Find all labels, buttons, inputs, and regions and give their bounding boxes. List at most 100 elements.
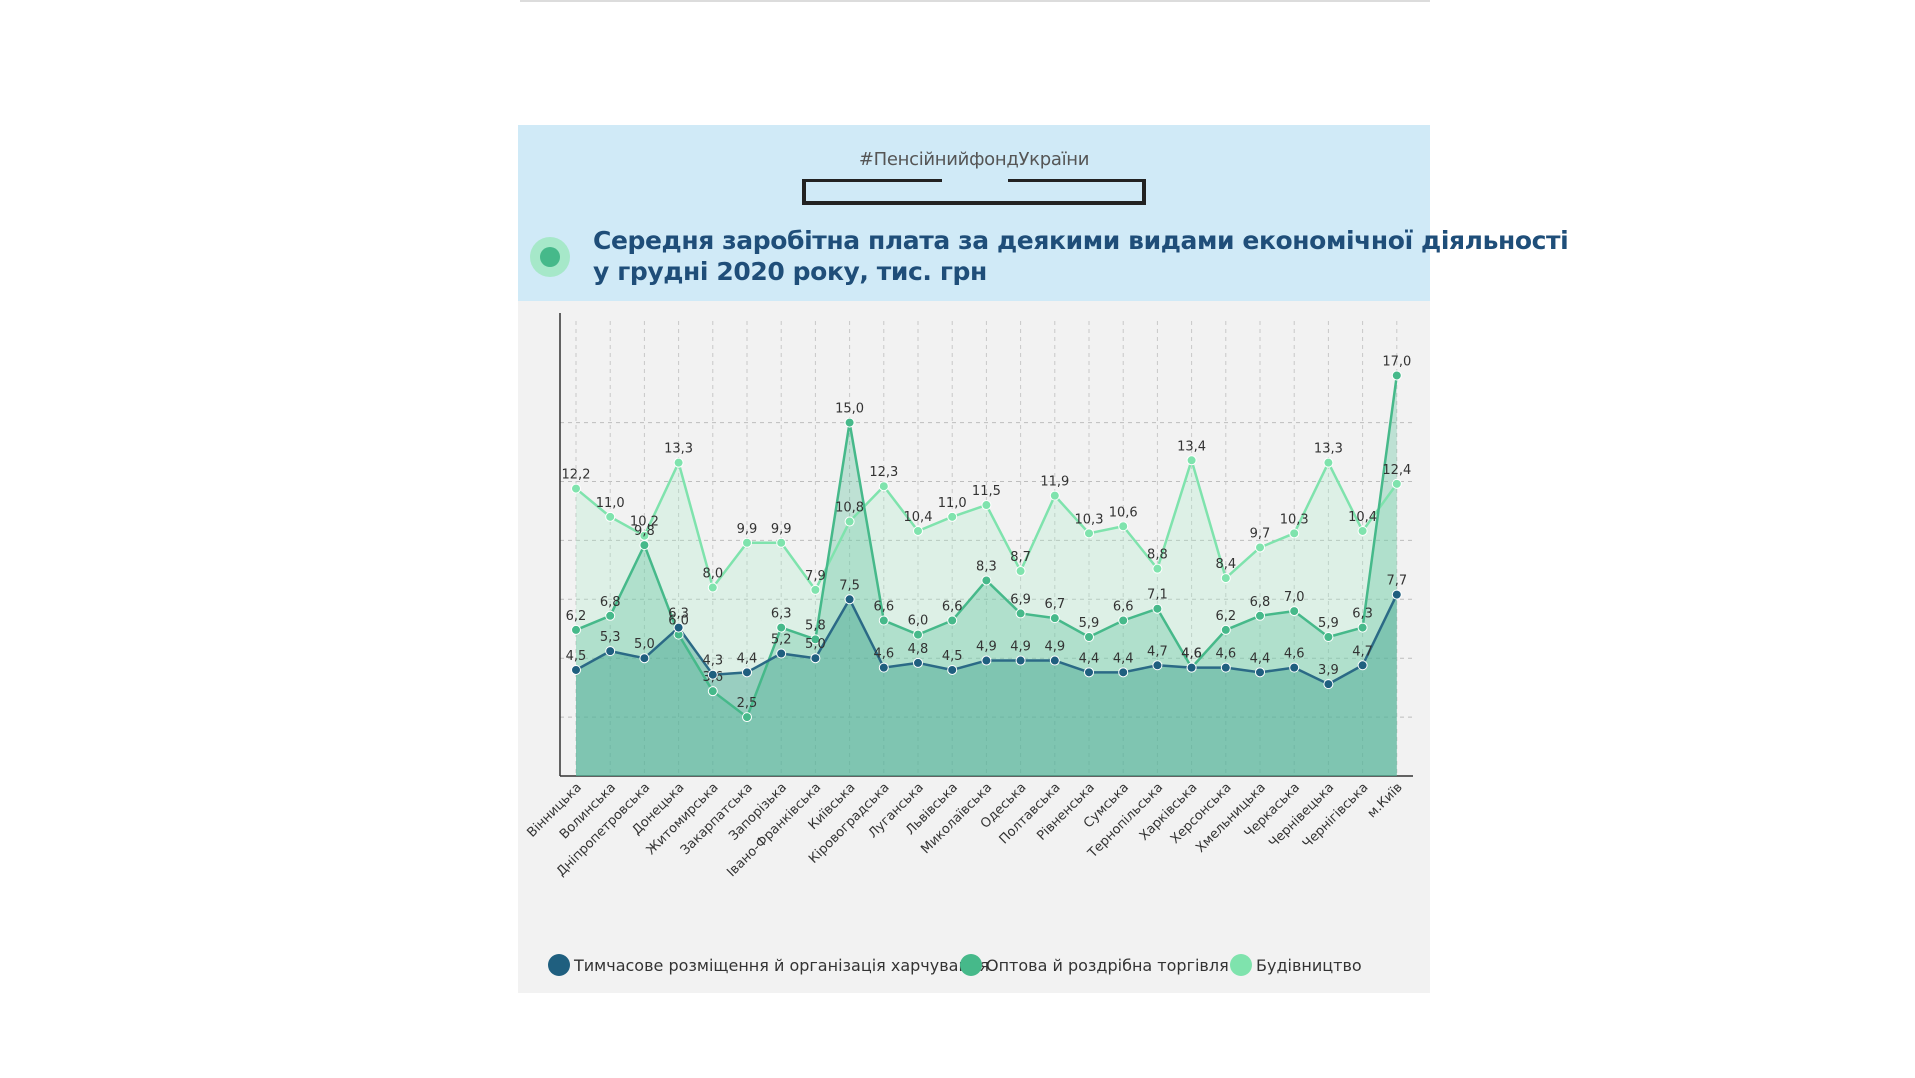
area-construction <box>576 460 1397 776</box>
point-construction-20 <box>1255 542 1265 553</box>
legend-label-construction: Будівництво <box>1256 955 1362 975</box>
top-divider <box>520 0 1430 2</box>
point-hospitality-23 <box>1357 660 1368 671</box>
data-label-construction-12: 11,5 <box>972 484 1001 499</box>
data-label-trade-3: 6,0 <box>668 614 689 629</box>
point-construction-19 <box>1220 573 1231 584</box>
data-label-construction-13: 8,7 <box>1010 550 1031 565</box>
data-label-trade-20: 6,8 <box>1250 595 1271 610</box>
data-label-hospitality-7: 5,0 <box>805 637 826 652</box>
point-trade-21 <box>1289 606 1300 617</box>
infographic-card: #ПенсійнийфондУкраїни Середня заробітна … <box>518 125 1569 993</box>
data-label-construction-23: 10,4 <box>1348 510 1377 525</box>
data-label-trade-2: 9,8 <box>634 524 655 539</box>
data-label-trade-23: 6,3 <box>1352 607 1373 622</box>
data-label-construction-18: 13,4 <box>1177 439 1206 454</box>
point-trade-14 <box>1049 613 1060 624</box>
point-hospitality-7 <box>810 653 821 664</box>
data-label-trade-24: 17,0 <box>1382 354 1411 369</box>
point-trade-16 <box>1118 615 1129 626</box>
area-hospitality <box>576 594 1397 776</box>
data-label-construction-5: 9,9 <box>737 522 758 537</box>
data-label-construction-20: 9,7 <box>1250 526 1271 541</box>
point-trade-8 <box>844 417 855 428</box>
point-hospitality-0 <box>571 664 581 675</box>
data-label-hospitality-6: 5,2 <box>771 632 792 647</box>
point-hospitality-24 <box>1391 589 1402 600</box>
point-trade-13 <box>1015 608 1026 619</box>
data-label-construction-0: 12,2 <box>562 468 591 483</box>
legend-item-hospitality: Тимчасове розміщення й організація харчу… <box>548 953 989 977</box>
legend-swatch-construction <box>1230 954 1252 976</box>
legend-label-trade: Оптова й роздрібна торгівля <box>986 955 1229 975</box>
data-label-hospitality-14: 4,9 <box>1044 640 1065 655</box>
data-label-trade-17: 7,1 <box>1147 588 1168 603</box>
point-trade-11 <box>947 615 958 626</box>
point-trade-7 <box>810 634 821 645</box>
data-label-construction-19: 8,4 <box>1215 557 1236 572</box>
data-label-hospitality-22: 3,9 <box>1318 663 1339 678</box>
point-hospitality-11 <box>947 664 958 675</box>
point-construction-12 <box>981 500 992 511</box>
data-label-trade-10: 6,0 <box>908 614 929 629</box>
data-label-construction-24: 12,4 <box>1382 463 1411 478</box>
point-construction-24 <box>1391 478 1402 489</box>
data-label-hospitality-0: 4,5 <box>566 649 587 664</box>
data-label-hospitality-23: 4,7 <box>1352 644 1373 659</box>
point-hospitality-16 <box>1118 667 1129 678</box>
point-construction-0 <box>571 483 581 494</box>
point-hospitality-1 <box>605 646 616 657</box>
point-trade-24 <box>1391 370 1402 381</box>
data-label-hospitality-18: 4,6 <box>1181 647 1202 662</box>
data-label-hospitality-16: 4,4 <box>1113 651 1134 666</box>
point-trade-15 <box>1084 631 1094 642</box>
point-trade-10 <box>913 629 923 640</box>
point-construction-4 <box>707 582 718 593</box>
data-label-hospitality-9: 4,6 <box>873 647 894 662</box>
data-label-construction-3: 13,3 <box>664 442 693 457</box>
chart-legend: Тимчасове розміщення й організація харчу… <box>548 953 1408 977</box>
data-label-construction-22: 13,3 <box>1314 442 1343 457</box>
data-label-construction-4: 8,0 <box>702 567 723 582</box>
point-construction-6 <box>776 537 787 548</box>
data-label-trade-5: 2,5 <box>737 696 758 711</box>
data-label-hospitality-19: 4,6 <box>1215 647 1236 662</box>
point-construction-9 <box>878 481 889 492</box>
point-trade-4 <box>707 686 718 697</box>
point-construction-21 <box>1289 528 1300 539</box>
point-construction-18 <box>1186 455 1197 466</box>
data-label-construction-6: 9,9 <box>771 522 792 537</box>
header-band: #ПенсійнийфондУкраїни Середня заробітна … <box>518 125 1569 301</box>
data-label-trade-19: 6,2 <box>1215 609 1236 624</box>
legend-item-construction: Будівництво <box>1230 953 1362 977</box>
data-label-construction-10: 10,4 <box>904 510 933 525</box>
data-label-hospitality-10: 4,8 <box>908 642 929 657</box>
point-hospitality-12 <box>981 655 992 666</box>
data-label-construction-14: 11,9 <box>1040 475 1069 490</box>
point-trade-12 <box>981 575 992 586</box>
data-label-hospitality-2: 5,0 <box>634 637 655 652</box>
data-label-trade-14: 6,7 <box>1044 597 1065 612</box>
data-label-trade-18: 4,6 <box>1181 647 1202 662</box>
data-label-hospitality-21: 4,6 <box>1284 647 1305 662</box>
data-label-construction-1: 11,0 <box>596 496 625 511</box>
point-construction-14 <box>1049 490 1060 501</box>
point-hospitality-14 <box>1049 655 1060 666</box>
data-label-hospitality-4: 4,3 <box>702 654 723 669</box>
data-label-hospitality-11: 4,5 <box>942 649 963 664</box>
point-construction-8 <box>844 516 855 527</box>
data-label-trade-11: 6,6 <box>942 600 963 615</box>
data-label-construction-21: 10,3 <box>1280 512 1309 527</box>
point-trade-17 <box>1152 603 1163 614</box>
point-construction-10 <box>913 525 923 536</box>
data-label-hospitality-20: 4,4 <box>1250 651 1271 666</box>
data-label-construction-17: 8,8 <box>1147 548 1168 563</box>
data-label-trade-9: 6,6 <box>873 600 894 615</box>
point-hospitality-22 <box>1323 679 1334 690</box>
chart-title-line2: у грудні 2020 року, тис. грн <box>593 257 987 286</box>
point-hospitality-2 <box>639 653 650 664</box>
point-trade-2 <box>639 540 650 551</box>
point-construction-23 <box>1357 525 1368 536</box>
point-construction-1 <box>605 511 616 522</box>
legend-item-trade: Оптова й роздрібна торгівля <box>960 953 1229 977</box>
